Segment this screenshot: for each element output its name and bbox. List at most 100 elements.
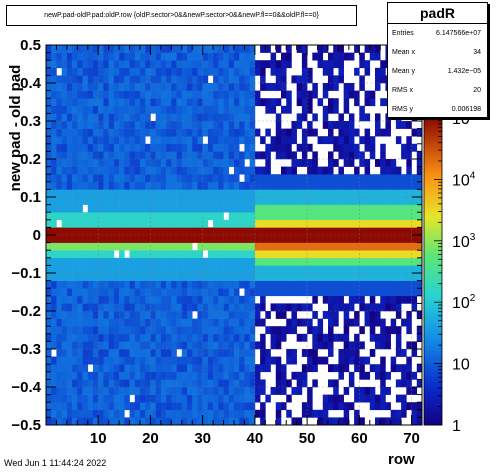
heatmap-cell — [145, 257, 151, 266]
heatmap-cell — [296, 121, 303, 129]
heatmap-cell — [270, 83, 277, 91]
heatmap-cell — [343, 409, 350, 418]
heatmap-cell — [181, 143, 188, 152]
heatmap-cell — [187, 105, 193, 114]
heatmap-cell — [140, 333, 146, 342]
heatmap-cell — [72, 212, 78, 221]
heatmap-cell — [338, 136, 344, 145]
palette-swatch — [424, 156, 442, 160]
heatmap-cell — [239, 197, 245, 205]
heatmap-cell — [364, 387, 371, 395]
heatmap-cell — [87, 75, 94, 84]
heatmap-cell — [140, 318, 146, 327]
heatmap-cell — [328, 280, 334, 289]
heatmap-cell — [150, 295, 156, 304]
heatmap-cell — [244, 151, 250, 160]
heatmap-cell — [72, 159, 78, 167]
heatmap-cell — [333, 219, 339, 228]
heatmap-cell — [239, 227, 245, 236]
heatmap-cell — [181, 60, 188, 69]
heatmap-cell — [359, 136, 365, 145]
heatmap-cell — [270, 174, 277, 183]
palette-swatch — [424, 409, 442, 413]
heatmap-cell — [317, 60, 324, 69]
heatmap-cell — [140, 136, 146, 145]
heatmap-cell — [82, 90, 89, 99]
palette-swatch — [424, 256, 442, 260]
heatmap-cell — [66, 197, 73, 205]
heatmap-cell — [348, 136, 355, 145]
heatmap-cell — [369, 197, 376, 205]
heatmap-cell — [234, 303, 240, 312]
heatmap-cell — [187, 394, 193, 403]
heatmap-cell — [155, 295, 162, 304]
heatmap-cell — [176, 90, 183, 99]
heatmap-cell — [61, 349, 68, 357]
heatmap-cell — [103, 250, 109, 259]
heatmap-cell — [108, 364, 115, 373]
heatmap-cell — [77, 98, 83, 107]
heatmap-cell — [307, 303, 313, 312]
heatmap-cell — [150, 318, 156, 327]
heatmap-cell — [113, 159, 120, 167]
heatmap-cell — [260, 333, 266, 342]
heatmap-cell — [98, 371, 104, 380]
heatmap-cell — [385, 166, 391, 175]
heatmap-cell — [265, 83, 271, 91]
heatmap-cell — [234, 143, 240, 152]
heatmap-cell — [181, 295, 188, 304]
heatmap-cell — [254, 219, 261, 228]
heatmap-cell — [328, 121, 334, 129]
heatmap-cell — [234, 52, 240, 61]
heatmap-cell — [322, 242, 329, 251]
heatmap-cell — [213, 212, 219, 221]
heatmap-cell — [108, 379, 115, 388]
heatmap-cell — [296, 387, 303, 395]
heatmap-cell — [322, 197, 329, 205]
heatmap-cell — [155, 303, 162, 312]
heatmap-cell — [244, 90, 250, 99]
heatmap-cell — [244, 60, 250, 69]
heatmap-cell — [140, 197, 146, 205]
heatmap-cell — [82, 349, 89, 357]
heatmap-cell — [228, 219, 235, 228]
heatmap-cell — [343, 333, 350, 342]
heatmap-cell — [411, 189, 418, 198]
heatmap-cell — [228, 83, 235, 91]
heatmap-cell — [192, 60, 198, 69]
heatmap-cell — [317, 45, 324, 53]
heatmap-cell — [296, 83, 303, 91]
heatmap-cell — [244, 333, 250, 342]
heatmap-cell — [46, 45, 52, 53]
heatmap-cell — [275, 121, 282, 129]
heatmap-cell — [380, 318, 386, 327]
heatmap-cell — [239, 257, 245, 266]
heatmap-cell — [129, 326, 136, 335]
heatmap-cell — [160, 83, 167, 91]
heatmap-cell — [359, 387, 365, 395]
heatmap-cell — [103, 204, 109, 213]
heatmap-cell — [207, 52, 214, 61]
heatmap-cell — [51, 181, 57, 190]
heatmap-cell — [119, 212, 125, 221]
heatmap-cell — [192, 265, 198, 274]
heatmap-cell — [82, 52, 89, 61]
heatmap-cell — [328, 60, 334, 69]
heatmap-cell — [307, 356, 313, 365]
heatmap-cell — [150, 83, 156, 91]
palette-swatch — [424, 179, 442, 183]
heatmap-cell — [401, 371, 407, 380]
x-tick-label: 20 — [142, 430, 159, 447]
heatmap-cell — [176, 219, 183, 228]
heatmap-cell — [369, 349, 376, 357]
heatmap-cell — [307, 75, 313, 84]
heatmap-cell — [56, 52, 62, 61]
heatmap-cell — [312, 189, 318, 198]
heatmap-cell — [51, 303, 57, 312]
heatmap-cell — [364, 174, 371, 183]
heatmap-cell — [93, 288, 99, 297]
heatmap-cell — [364, 273, 371, 281]
palette-swatch — [424, 161, 442, 165]
heatmap-cell — [270, 197, 277, 205]
heatmap-cell — [301, 113, 308, 122]
